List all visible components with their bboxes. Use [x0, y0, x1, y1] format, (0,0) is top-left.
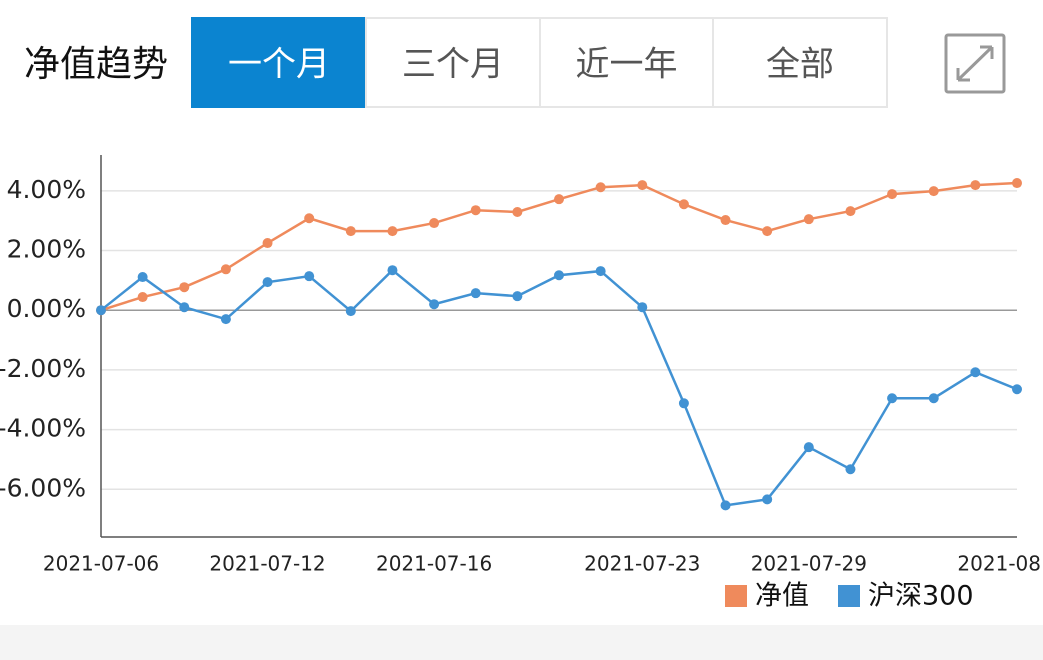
x-tick-label: 2021-07-12 — [209, 552, 325, 576]
y-tick-label: -4.00% — [0, 414, 86, 443]
data-point — [220, 264, 231, 275]
data-point — [845, 206, 856, 217]
data-point — [720, 500, 731, 511]
data-point — [512, 291, 523, 302]
legend-label: 净值 — [755, 581, 809, 612]
data-point — [678, 398, 689, 409]
data-point — [678, 199, 689, 210]
data-point — [429, 299, 440, 310]
x-tick-label: 2021-07-16 — [376, 552, 492, 576]
data-point — [554, 270, 564, 281]
data-point — [137, 272, 148, 283]
chart: 4.00% 2.00% 0.00% -2.00% -4.00% -6.00% 2021-07… — [0, 155, 1041, 612]
data-point — [887, 189, 898, 200]
data-point — [1012, 178, 1022, 189]
tab-bar: 一个月 三个月 近一年 全部 — [191, 17, 888, 108]
data-point — [137, 292, 148, 303]
legend-label: 沪深300 — [868, 581, 974, 612]
data-point — [220, 314, 231, 325]
data-point — [304, 271, 315, 282]
data-point — [387, 226, 398, 237]
data-point — [595, 182, 606, 193]
data-point — [887, 393, 898, 404]
data-point — [637, 180, 648, 191]
y-tick-label: 2.00% — [7, 235, 86, 264]
tab-label[interactable]: 全部 — [766, 45, 834, 85]
legend-swatch — [725, 585, 747, 607]
tab-label[interactable]: 一个月 — [228, 45, 330, 85]
data-point — [470, 288, 481, 299]
data-point — [970, 180, 981, 191]
data-point — [845, 464, 856, 475]
data-point — [928, 393, 939, 404]
section-title: 净值趋势 — [24, 44, 168, 85]
y-tick-label: 0.00% — [7, 294, 86, 323]
data-point — [262, 277, 273, 288]
tab[interactable] — [712, 17, 888, 108]
data-point — [96, 305, 106, 316]
data-point — [429, 218, 440, 229]
data-point — [928, 186, 939, 197]
data-point — [304, 213, 315, 224]
data-point — [803, 442, 814, 453]
x-tick-label: 2021-07-23 — [584, 552, 700, 576]
data-point — [179, 282, 190, 293]
data-point — [554, 194, 564, 205]
footer-band — [0, 625, 1043, 660]
y-tick-label: -2.00% — [0, 354, 86, 383]
expand-arrows[interactable] — [956, 45, 994, 82]
data-point — [762, 226, 773, 237]
x-tick-label: 2021-07-29 — [751, 552, 867, 576]
data-point — [179, 302, 190, 313]
data-point — [512, 207, 523, 218]
expand-button[interactable] — [944, 33, 1006, 94]
data-point — [387, 265, 398, 276]
data-point — [470, 205, 481, 216]
data-point — [262, 238, 273, 249]
data-point — [720, 215, 731, 226]
tab-label[interactable]: 三个月 — [402, 45, 504, 85]
data-point — [345, 226, 356, 237]
y-tick-label: 4.00% — [7, 175, 86, 204]
data-point — [762, 494, 773, 505]
tab[interactable] — [365, 17, 541, 108]
data-point — [595, 266, 606, 277]
series-line — [100, 268, 1018, 507]
x-tick-label: 2021-08 — [957, 552, 1041, 576]
data-point — [803, 214, 814, 225]
data-point — [637, 302, 648, 313]
data-point — [345, 306, 356, 317]
tab[interactable] — [539, 17, 714, 108]
data-point — [1012, 384, 1022, 395]
tab-label[interactable]: 近一年 — [576, 45, 678, 85]
y-tick-label: -6.00% — [0, 473, 86, 502]
tab[interactable] — [191, 17, 367, 108]
data-point — [970, 367, 981, 378]
x-tick-label: 2021-07-06 — [43, 552, 159, 576]
legend-swatch — [838, 585, 860, 607]
